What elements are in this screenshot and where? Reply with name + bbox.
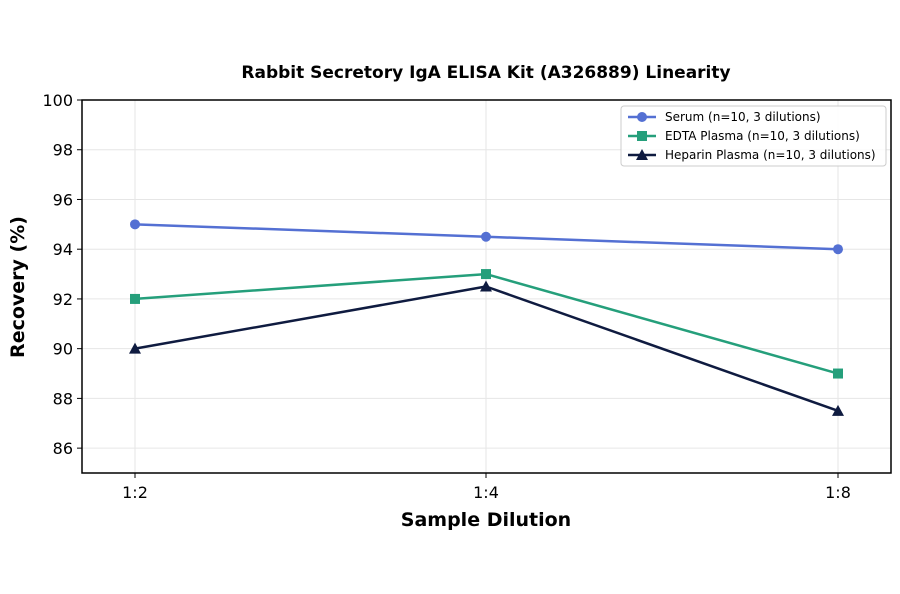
legend-marker-serum — [637, 112, 647, 122]
edta-plasma-point — [833, 368, 843, 379]
serum-point — [481, 231, 491, 242]
x-axis-label: Sample Dilution — [401, 509, 571, 531]
y-tick-label: 100 — [42, 91, 73, 110]
x-tick-label: 1:4 — [473, 483, 499, 502]
tick-layer: 86 88 90 92 94 96 98 100 1:2 1:4 1:8 — [42, 91, 850, 502]
edta-plasma-point — [481, 269, 491, 280]
y-tick-label: 90 — [53, 340, 73, 359]
serum-point — [833, 244, 843, 255]
heparin-plasma-point — [480, 280, 492, 292]
chart-title: Rabbit Secretory IgA ELISA Kit (A326889)… — [241, 63, 730, 83]
legend-label-heparin-plasma: Heparin Plasma (n=10, 3 dilutions) — [665, 148, 876, 162]
heparin-plasma-point — [832, 404, 844, 416]
legend-box — [620, 105, 887, 167]
legend-marker-edta-plasma — [637, 131, 647, 141]
y-tick-label: 86 — [53, 439, 73, 458]
y-tick-label: 92 — [53, 290, 73, 309]
legend-label-edta-plasma: EDTA Plasma (n=10, 3 dilutions) — [665, 129, 860, 143]
legend-label-serum: Serum (n=10, 3 dilutions) — [665, 110, 821, 124]
serum-point — [130, 219, 140, 230]
y-tick-label: 88 — [53, 389, 73, 408]
legend: Serum (n=10, 3 dilutions) EDTA Plasma (n=… — [620, 105, 887, 167]
x-tick-label: 1:2 — [122, 483, 148, 502]
edta-plasma-point — [130, 293, 140, 304]
series-layer — [129, 219, 844, 416]
y-tick-label: 96 — [53, 190, 73, 209]
y-tick-label: 94 — [53, 240, 73, 259]
y-axis-label: Recovery (%) — [7, 216, 29, 358]
y-tick-label: 98 — [53, 141, 73, 160]
heparin-plasma-point — [129, 342, 141, 354]
x-tick-label: 1:8 — [825, 483, 851, 502]
legend-marker-heparin-plasma — [636, 149, 648, 160]
